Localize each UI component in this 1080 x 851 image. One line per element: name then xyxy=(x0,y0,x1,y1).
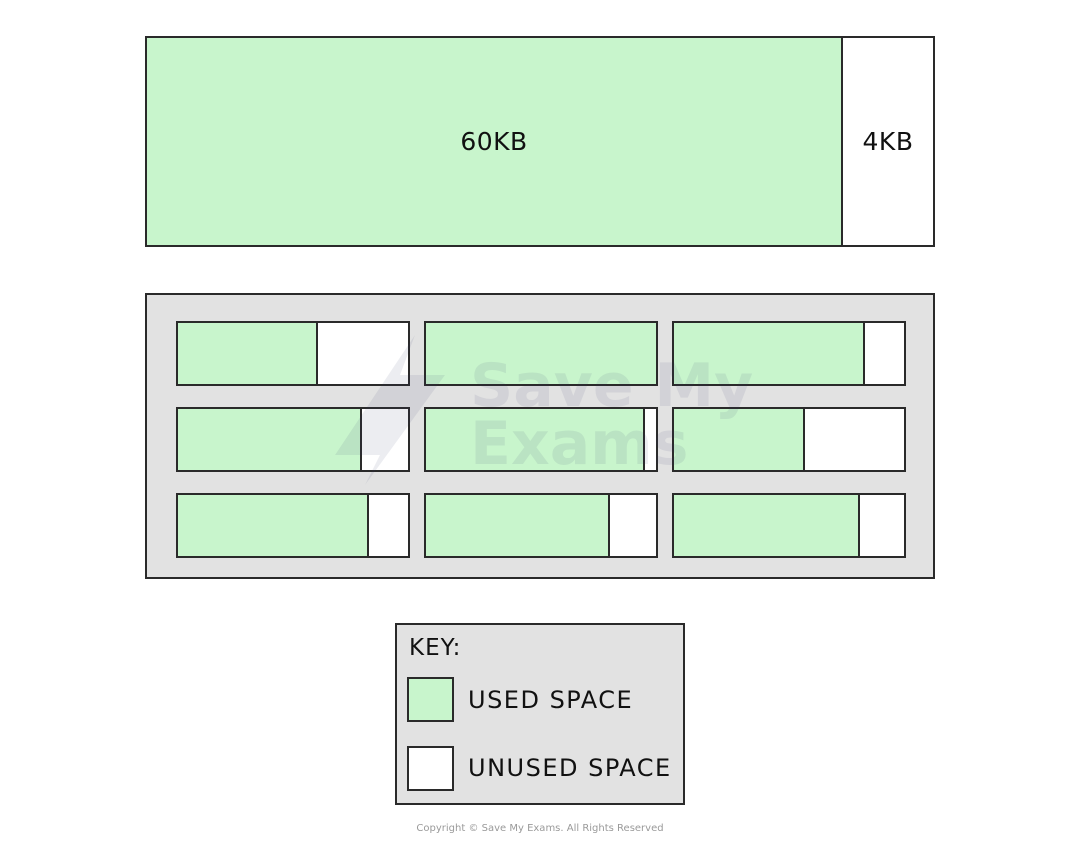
memory-block-cell xyxy=(424,493,658,558)
memory-block-cell xyxy=(424,321,658,386)
cell-used-space xyxy=(674,495,861,556)
cell-used-space xyxy=(178,409,362,470)
key-title: KEY: xyxy=(409,635,462,661)
unused-space-region: 4KB xyxy=(843,38,933,245)
memory-block-contiguous: 60KB 4KB xyxy=(145,36,935,247)
used-space-label: USED SPACE xyxy=(468,686,634,714)
key-legend: KEY: USED SPACE UNUSED SPACE xyxy=(395,623,685,805)
cell-used-space xyxy=(674,409,806,470)
cell-used-space xyxy=(178,323,319,384)
cell-used-space xyxy=(426,323,656,384)
used-space-region: 60KB xyxy=(147,38,843,245)
used-space-swatch xyxy=(407,677,454,722)
cell-used-space xyxy=(674,323,865,384)
copyright-notice: Copyright © Save My Exams. All Rights Re… xyxy=(416,823,664,834)
cell-used-space xyxy=(426,409,645,470)
memory-block-cell xyxy=(176,321,410,386)
used-size-label: 60KB xyxy=(460,127,528,156)
memory-block-cell xyxy=(176,407,410,472)
memory-block-cell xyxy=(672,321,906,386)
memory-block-cell xyxy=(176,493,410,558)
cell-used-space xyxy=(178,495,369,556)
cell-used-space xyxy=(426,495,610,556)
unused-space-swatch xyxy=(407,746,454,791)
memory-blocks-grid xyxy=(145,293,935,579)
unused-size-label: 4KB xyxy=(862,127,914,156)
unused-space-label: UNUSED SPACE xyxy=(468,754,672,782)
memory-block-cell xyxy=(424,407,658,472)
memory-block-cell xyxy=(672,407,906,472)
memory-block-cell xyxy=(672,493,906,558)
